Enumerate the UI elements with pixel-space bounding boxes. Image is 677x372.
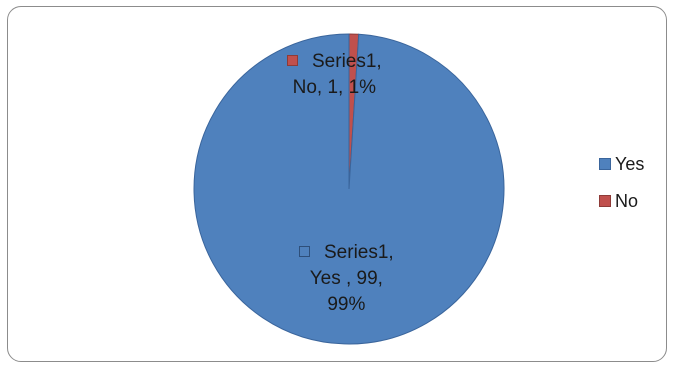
data-label-no-line1: Series1,: [312, 51, 382, 72]
data-label-yes-line3: 99%: [327, 294, 366, 315]
data-label-yes-key: [299, 246, 310, 257]
data-label-no-line2: No, 1, 1%: [292, 77, 377, 98]
data-label-yes-line1: Series1,: [324, 242, 394, 263]
legend-item-no: No: [599, 190, 644, 212]
legend-key-yes: [599, 158, 611, 170]
data-label-yes-line2: Yes , 99,: [309, 268, 383, 289]
data-label-yes: Series1, Yes , 99, 99%: [299, 240, 394, 318]
legend-item-yes: Yes: [599, 153, 644, 175]
data-label-no-key: [287, 55, 298, 66]
legend-label-yes: Yes: [615, 153, 645, 174]
pie-slice-yes: [193, 33, 505, 345]
legend-label-no: No: [615, 190, 639, 211]
data-label-no: Series1, No, 1, 1%: [287, 49, 382, 101]
legend: Yes No: [599, 153, 644, 227]
legend-key-no: [599, 195, 611, 207]
pie-slices: [193, 33, 505, 345]
